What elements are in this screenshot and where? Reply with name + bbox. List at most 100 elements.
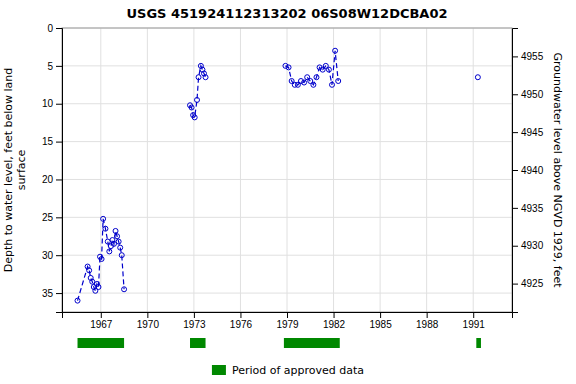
tick-mark <box>56 179 62 180</box>
tick: 4945 <box>512 127 544 138</box>
point <box>336 79 341 84</box>
tick-mark <box>512 170 518 171</box>
grid-line <box>62 293 512 294</box>
tick-label: 1976 <box>230 319 253 330</box>
grid-line <box>62 141 512 142</box>
legend-swatch <box>212 365 226 375</box>
approved-strip <box>78 338 481 348</box>
point <box>103 226 108 231</box>
tick: 4930 <box>512 240 544 251</box>
tick-mark <box>427 312 428 318</box>
tick: 1967 <box>90 312 113 330</box>
point <box>326 67 331 72</box>
y-axis-label: Depth to water level, feet below landsur… <box>2 68 28 273</box>
line <box>78 219 125 301</box>
point <box>113 228 118 233</box>
grid-line <box>426 28 427 312</box>
tick-label: 25 <box>42 212 54 223</box>
tick-mark <box>56 293 62 294</box>
plot-frame <box>62 28 512 312</box>
tick-mark <box>512 246 518 247</box>
tick: 1970 <box>137 312 160 330</box>
tick-mark <box>240 312 241 318</box>
approved-period <box>284 338 340 348</box>
point <box>107 249 112 254</box>
point <box>116 239 121 244</box>
tick-mark <box>512 284 518 285</box>
tick-label: 4935 <box>521 203 544 214</box>
title: USGS 451924112313202 06S08W12DCBA02 <box>126 6 447 21</box>
tick-label: 5 <box>47 61 53 72</box>
point <box>475 75 480 80</box>
line <box>190 66 206 117</box>
tick-label: 15 <box>42 136 54 147</box>
point <box>314 75 319 80</box>
tick-label: 1982 <box>323 319 346 330</box>
tick-label: 1985 <box>369 319 392 330</box>
point <box>311 82 316 87</box>
grid-line <box>147 28 148 312</box>
point <box>330 82 335 87</box>
point <box>115 234 120 239</box>
y2-axis-label: Groundwater level above NGVD 1929, feet <box>551 52 564 288</box>
tick: 35 <box>42 288 62 299</box>
tick-mark <box>512 94 518 95</box>
approved-period <box>190 338 206 348</box>
tick: 4955 <box>512 51 544 62</box>
grid-line <box>240 28 241 312</box>
tick: 1976 <box>230 312 253 330</box>
tick-mark <box>512 132 518 133</box>
tick-mark <box>334 312 335 318</box>
tick-mark <box>56 66 62 67</box>
legend: Period of approved data <box>212 364 364 377</box>
tick-mark <box>380 312 381 318</box>
chart: 1967197019731976197919821985198819910510… <box>0 0 576 384</box>
tick-mark <box>56 217 62 218</box>
point <box>119 253 124 258</box>
line <box>285 51 338 85</box>
tick-label: 1973 <box>183 319 206 330</box>
point <box>101 216 106 221</box>
tick-label: 1970 <box>137 319 160 330</box>
tick-mark <box>56 142 62 143</box>
point <box>195 97 200 102</box>
marks <box>75 48 480 303</box>
tick-mark <box>473 312 474 318</box>
tick-label: 4955 <box>521 51 544 62</box>
tick-mark <box>56 28 62 29</box>
tick: 1985 <box>369 312 392 330</box>
tick: 1991 <box>463 312 486 330</box>
tick: 10 <box>42 98 62 109</box>
grid-line <box>62 217 512 218</box>
tick-mark <box>287 312 288 318</box>
point <box>286 65 291 70</box>
grid-line <box>287 28 288 312</box>
tick: 1973 <box>183 312 206 330</box>
tick: 20 <box>42 174 62 185</box>
point <box>189 105 194 110</box>
tick-mark <box>56 255 62 256</box>
tick: 4935 <box>512 203 544 214</box>
point <box>122 287 127 292</box>
tick-label: 35 <box>42 288 54 299</box>
grid-line <box>100 28 101 312</box>
point <box>333 48 338 53</box>
tick-mark <box>512 208 518 209</box>
tick: 0 <box>47 23 62 34</box>
tick: 5 <box>47 61 62 72</box>
grid <box>62 28 512 312</box>
grid-line <box>62 179 512 180</box>
tick-label: 10 <box>42 98 54 109</box>
grid-line <box>193 28 194 312</box>
tick-mark <box>512 56 518 57</box>
tick-label: 4930 <box>521 240 544 251</box>
grid-line <box>473 28 474 312</box>
axis-line <box>63 313 513 319</box>
tick-label: 4940 <box>521 165 544 176</box>
tick-label: 0 <box>47 23 53 34</box>
tick-label: 30 <box>42 250 54 261</box>
grid-line <box>333 28 334 312</box>
point <box>196 75 201 80</box>
tick-mark <box>56 104 62 105</box>
tick: 4940 <box>512 165 544 176</box>
